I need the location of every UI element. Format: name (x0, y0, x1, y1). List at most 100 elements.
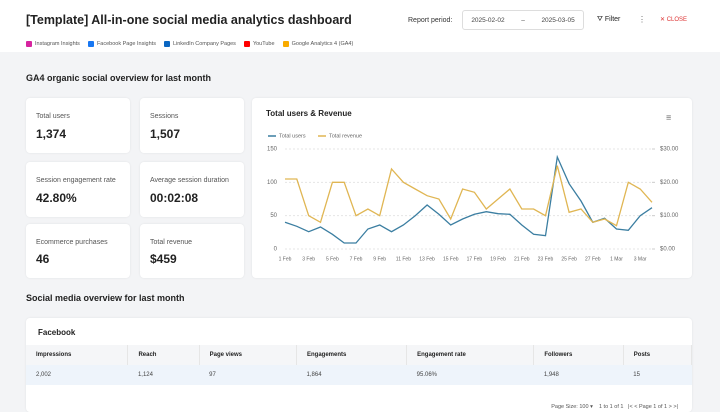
header: [Template] All-in-one social media analy… (0, 0, 720, 52)
source-icon (163, 41, 170, 47)
source-icon (87, 41, 94, 47)
y2-tick-label: $30.00 (660, 147, 679, 153)
legend-label: Total revenue (329, 133, 362, 139)
table: Impressions Reach Page views Engagements Eng… (26, 345, 693, 385)
x-tick-label: 1 Feb (279, 256, 292, 262)
x-tick-label: 27 Feb (585, 256, 601, 262)
source-label: Facebook Page Insights (96, 41, 156, 47)
kpi-value: 42.80% (36, 191, 77, 205)
source-icon (243, 41, 250, 47)
section-title: GA4 organic social overview for last mon… (26, 73, 212, 83)
chart-title: Total users & Revenue (266, 109, 352, 118)
close-button[interactable]: ✕ CLOSE (660, 17, 688, 23)
x-tick-label: 3 Feb (302, 256, 315, 262)
kpi-label: Total revenue (150, 239, 193, 246)
legend-label: Total users (279, 133, 306, 139)
table-cell: 1,948 (533, 365, 624, 385)
table-row: 2,002 1,124 97 1,864 95.06% 1,948 15 (26, 365, 692, 385)
kpi-card: Sessions 1,507 (140, 98, 244, 153)
table-cell: 15 (623, 365, 692, 385)
page-indicator: Page 1 of 1 (638, 404, 668, 410)
y-tick-label: 50 (270, 213, 277, 219)
x-tick-label: 13 Feb (419, 256, 435, 262)
column-header: Reach (127, 345, 200, 365)
source-icon (26, 41, 32, 47)
y-tick-label: 100 (267, 180, 278, 186)
source: YouTube (243, 41, 275, 47)
separator: – (521, 16, 525, 24)
kpi-label: Session engagement rate (36, 177, 116, 184)
source-label: Google Analytics 4 (GA4) (291, 41, 354, 47)
kpi-value: 1,374 (36, 127, 67, 141)
table-title: Facebook (38, 328, 76, 337)
table-cell: 95.06% (406, 365, 534, 385)
filter-label[interactable]: Filter (604, 16, 621, 23)
x-tick-label: 21 Feb (514, 256, 530, 262)
kpi-value: $459 (150, 252, 177, 266)
x-tick-label: 15 Feb (443, 256, 459, 262)
x-tick-label: 9 Feb (373, 256, 386, 262)
source: Facebook Page Insights (87, 41, 156, 47)
row-range: 1 to 1 of 1 (598, 404, 624, 410)
y-tick-label: 150 (267, 147, 278, 153)
y-tick-label: 0 (274, 247, 278, 253)
kpi-label: Total users (36, 113, 70, 120)
y2-tick-label: $10.00 (660, 213, 679, 219)
source: Instagram Insights (26, 41, 80, 47)
x-tick-label: 7 Feb (350, 256, 363, 262)
column-header: Engagements (296, 345, 408, 365)
source-icon (282, 41, 289, 47)
start-date[interactable]: 2025-02-02 (471, 16, 505, 24)
line-series (285, 165, 653, 227)
page-size-label: Page Size: (551, 404, 578, 410)
chart-card: Total users & Revenue ≡ 0 50 100 150 $0.00 $1… (252, 98, 692, 278)
table-cell: 2,002 (26, 365, 128, 385)
page-size[interactable]: 100 (579, 404, 589, 410)
end-date[interactable]: 2025-03-05 (541, 16, 575, 24)
table-cell: 97 (199, 365, 297, 385)
table-cell: 1,124 (127, 365, 200, 385)
x-tick-label: 19 Feb (490, 256, 506, 262)
source-label: Instagram Insights (35, 41, 80, 47)
table-card: Facebook Impressions Reach Page views Engag… (26, 318, 693, 412)
chart: Total users & Revenue ≡ 0 50 100 150 $0.00 $1… (266, 109, 679, 262)
more-menu[interactable]: ⋮ (638, 15, 646, 24)
kpi-card: Total revenue $459 (140, 224, 244, 278)
chart-menu[interactable]: ≡ (666, 112, 671, 122)
section-title: Social media overview for last month (26, 293, 185, 303)
x-tick-label: 23 Feb (538, 256, 554, 262)
column-header: Impressions (26, 345, 129, 365)
y2-tick-label: $20.00 (660, 180, 679, 186)
kpi-label: Average session duration (150, 177, 229, 184)
kpi-card: Session engagement rate 42.80% (26, 162, 130, 217)
date-range[interactable]: 2025-02-02 – 2025-03-05 (462, 10, 584, 30)
sources: Instagram Insights Facebook Page Insights… (26, 34, 361, 52)
close-label[interactable]: CLOSE (666, 17, 688, 23)
page-title: [Template] All-in-one social media analy… (26, 13, 352, 27)
kpi-card: Average session duration 00:02:08 (140, 162, 244, 217)
line-series (284, 154, 653, 244)
filter-button[interactable]: ⛛ Filter (597, 16, 621, 23)
y2-tick-label: $0.00 (660, 247, 676, 253)
kpi-label: Ecommerce purchases (36, 239, 108, 246)
column-header: Posts (623, 345, 693, 365)
pagination: Page Size: 100 ▾ 1 to 1 of 1 |< < Page 1… (551, 404, 678, 410)
kpi-label: Sessions (150, 113, 179, 120)
kpi-value: 1,507 (150, 127, 181, 141)
kpi-card: Ecommerce purchases 46 (26, 224, 130, 278)
column-header: Page views (199, 345, 298, 365)
table-cell: 1,864 (296, 365, 407, 385)
x-tick-label: 17 Feb (467, 256, 483, 262)
source-label: LinkedIn Company Pages (172, 41, 236, 47)
kpi-value: 00:02:08 (150, 191, 199, 205)
source-label: YouTube (252, 41, 275, 47)
x-tick-label: 1 Mar (610, 256, 623, 262)
kpi-value: 46 (36, 252, 50, 266)
column-header: Engagement rate (406, 345, 535, 365)
source: LinkedIn Company Pages (163, 41, 236, 47)
source: Google Analytics 4 (GA4) (282, 41, 354, 47)
x-tick-label: 3 Mar (634, 256, 647, 262)
x-tick-label: 5 Feb (326, 256, 339, 262)
column-header: Followers (533, 345, 624, 365)
